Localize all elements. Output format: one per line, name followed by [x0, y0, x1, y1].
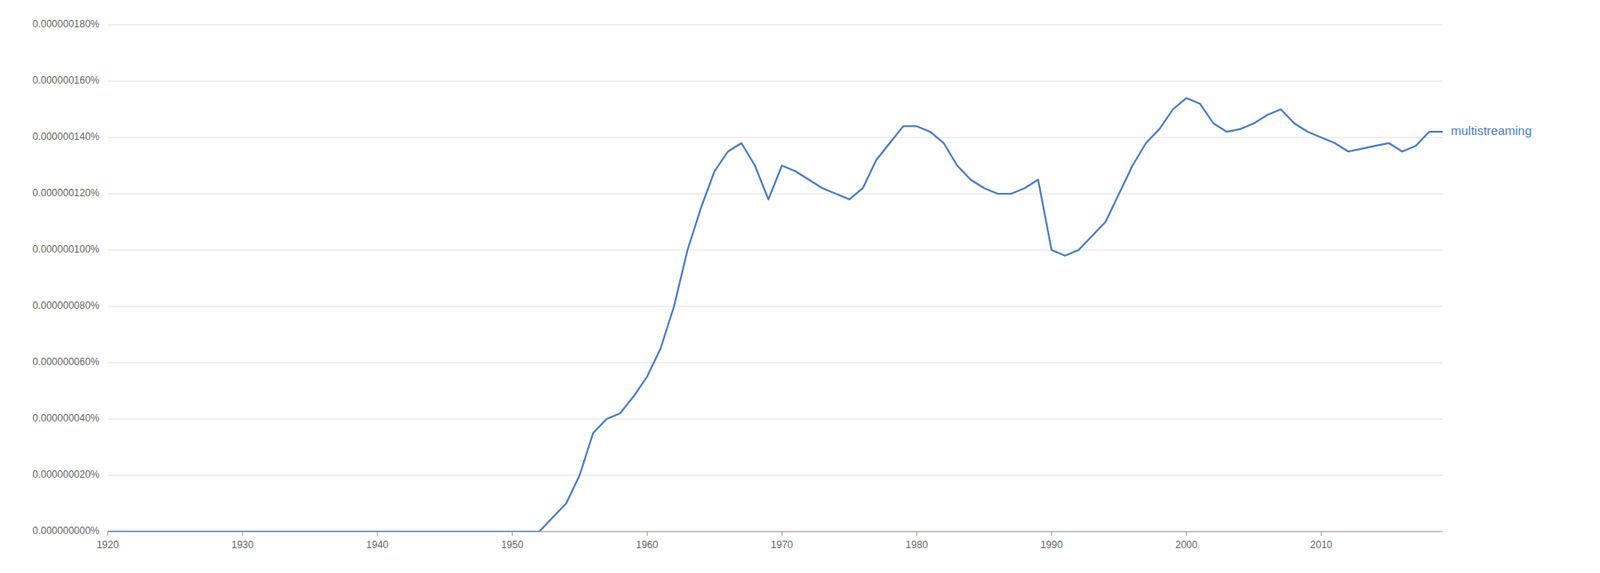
y-tick-label: 0.000000100%: [32, 243, 100, 256]
y-tick-label: 0.000000140%: [32, 130, 100, 143]
x-tick-label: 1940: [366, 539, 389, 551]
y-tick-label: 0.000000020%: [32, 468, 100, 481]
x-axis: 1920 1930 1940 1950 1960 1970 1980 1990 2000 2010: [96, 531, 1443, 551]
y-tick-label: 0.000000060%: [32, 356, 100, 368]
x-tick: [1185, 531, 1187, 536]
grid-line: [107, 419, 1443, 420]
chart: 0.000000000% 0.000000020% 0.000000040% 0.00…: [0, 0, 1600, 573]
y-tick-label: 0.000000040%: [32, 412, 100, 425]
x-tick: [241, 531, 243, 536]
grid-line: [107, 475, 1443, 477]
x-tick-label: 2010: [1310, 539, 1333, 551]
y-tick-label: 0.000000080%: [32, 299, 100, 312]
y-axis: 0.000000000% 0.000000020% 0.000000040% 0.00…: [32, 18, 100, 537]
x-tick-label: 1950: [501, 539, 524, 551]
grid-line: [107, 24, 1443, 26]
x-tick: [107, 531, 109, 536]
grid-line: [107, 81, 1443, 82]
x-tick-label: 1980: [906, 539, 929, 551]
y-tick-label: 0.000000180%: [32, 18, 100, 30]
x-tick: [1050, 531, 1052, 536]
x-tick: [646, 531, 648, 536]
x-tick: [915, 531, 917, 536]
x-tick: [511, 531, 513, 536]
y-tick-label: 0.000000000%: [32, 525, 100, 537]
x-tick: [376, 531, 378, 536]
grid-line: [107, 362, 1443, 364]
x-tick-label: 1970: [771, 539, 794, 551]
x-tick-label: 2000: [1175, 539, 1198, 551]
series-line: [107, 97, 1443, 532]
grid-line: [107, 306, 1443, 308]
plot-area: [107, 97, 1443, 532]
y-tick-label: 0.000000160%: [32, 74, 100, 87]
x-tick: [781, 531, 783, 536]
grid-line: [107, 137, 1443, 139]
y-grid: [107, 24, 1443, 532]
x-tick-label: 1990: [1040, 539, 1063, 551]
grid-line: [107, 250, 1443, 251]
x-tick-label: 1920: [96, 539, 120, 551]
grid-line: [107, 193, 1443, 195]
x-tick-label: 1960: [636, 539, 659, 551]
x-tick: [1320, 531, 1322, 536]
x-tick-label: 1930: [231, 539, 254, 551]
series-label: multistreaming: [1450, 123, 1533, 138]
y-tick-label: 0.000000120%: [32, 187, 100, 199]
